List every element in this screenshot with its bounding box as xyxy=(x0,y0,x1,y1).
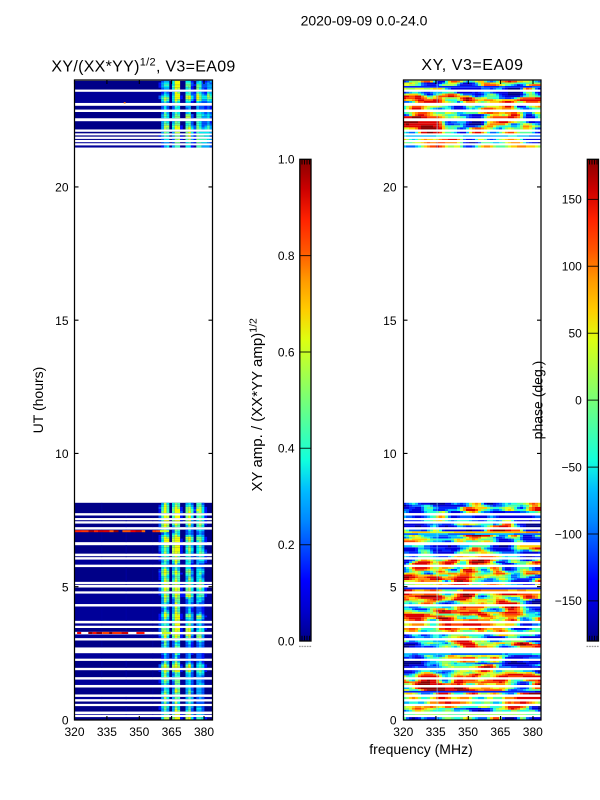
svg-text:380: 380 xyxy=(523,725,543,739)
svg-text:2020-09-09 0.0-24.0: 2020-09-09 0.0-24.0 xyxy=(301,13,428,29)
svg-text:365: 365 xyxy=(490,725,510,739)
svg-text:10: 10 xyxy=(383,447,397,461)
svg-text:320: 320 xyxy=(64,725,84,739)
svg-text:−50: −50 xyxy=(561,460,582,474)
svg-text:335: 335 xyxy=(97,725,117,739)
svg-text:XY/(XX*YY)1/2, V3=EA09: XY/(XX*YY)1/2, V3=EA09 xyxy=(51,57,235,76)
svg-text:−100: −100 xyxy=(555,527,582,541)
svg-text:350: 350 xyxy=(458,725,478,739)
svg-text:350: 350 xyxy=(129,725,149,739)
svg-text:1.0: 1.0 xyxy=(278,153,295,167)
svg-text:0.2: 0.2 xyxy=(278,538,295,552)
svg-text:phase (deg.): phase (deg.) xyxy=(530,361,546,440)
svg-text:5: 5 xyxy=(390,580,397,594)
svg-text:XY, V3=EA09: XY, V3=EA09 xyxy=(421,57,523,74)
svg-text:15: 15 xyxy=(383,314,397,328)
svg-text:150: 150 xyxy=(562,193,582,207)
svg-text:15: 15 xyxy=(55,314,69,328)
svg-text:0: 0 xyxy=(390,714,397,728)
svg-text:335: 335 xyxy=(426,725,446,739)
svg-text:10: 10 xyxy=(55,447,69,461)
svg-text:20: 20 xyxy=(55,181,69,195)
svg-text:0.4: 0.4 xyxy=(278,442,295,456)
svg-text:320: 320 xyxy=(393,725,413,739)
svg-text:0: 0 xyxy=(62,714,69,728)
svg-text:20: 20 xyxy=(383,181,397,195)
svg-text:380: 380 xyxy=(194,725,214,739)
svg-text:XY amp. / (XX*YY amp)1/2: XY amp. / (XX*YY amp)1/2 xyxy=(248,318,267,491)
svg-text:0.8: 0.8 xyxy=(278,249,295,263)
svg-text:5: 5 xyxy=(62,580,69,594)
svg-text:100: 100 xyxy=(562,260,582,274)
svg-text:0.6: 0.6 xyxy=(278,345,295,359)
svg-text:frequency (MHz): frequency (MHz) xyxy=(369,741,472,757)
svg-text:50: 50 xyxy=(568,327,582,341)
svg-text:0.0: 0.0 xyxy=(278,634,295,648)
svg-text:−150: −150 xyxy=(555,594,582,608)
svg-text:UT (hours): UT (hours) xyxy=(30,367,46,434)
svg-text:365: 365 xyxy=(162,725,182,739)
svg-text:0: 0 xyxy=(575,393,582,407)
